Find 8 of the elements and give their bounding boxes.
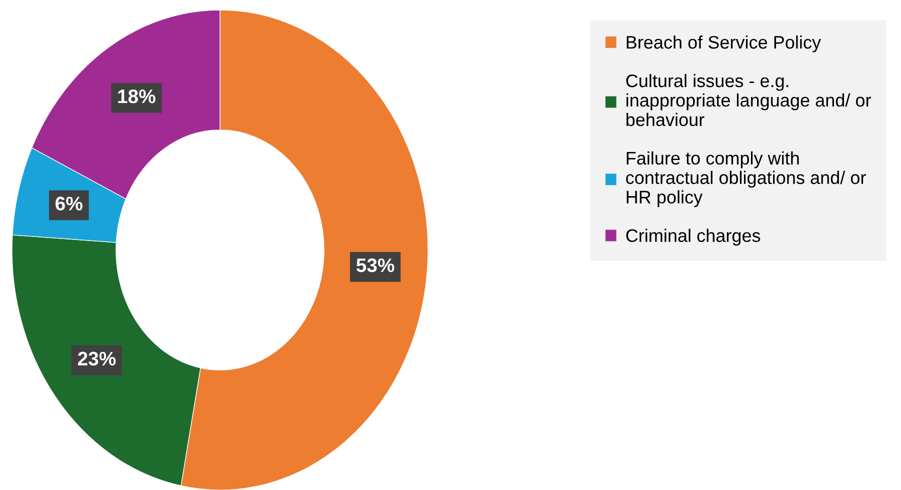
data-label: 23% — [78, 352, 116, 366]
legend-label: Breach of Service Policy — [626, 35, 821, 52]
data-label: 6% — [56, 196, 82, 210]
data-label: 18% — [118, 89, 156, 104]
data-label: 53% — [356, 258, 394, 272]
legend-label: Criminal charges — [626, 228, 760, 246]
legend-label: Failure to comply with contractual obligations and/ or HR policy — [626, 151, 866, 208]
legend-label: Cultural issues - e.g. inappropriate language and/ or behaviour — [626, 74, 871, 126]
